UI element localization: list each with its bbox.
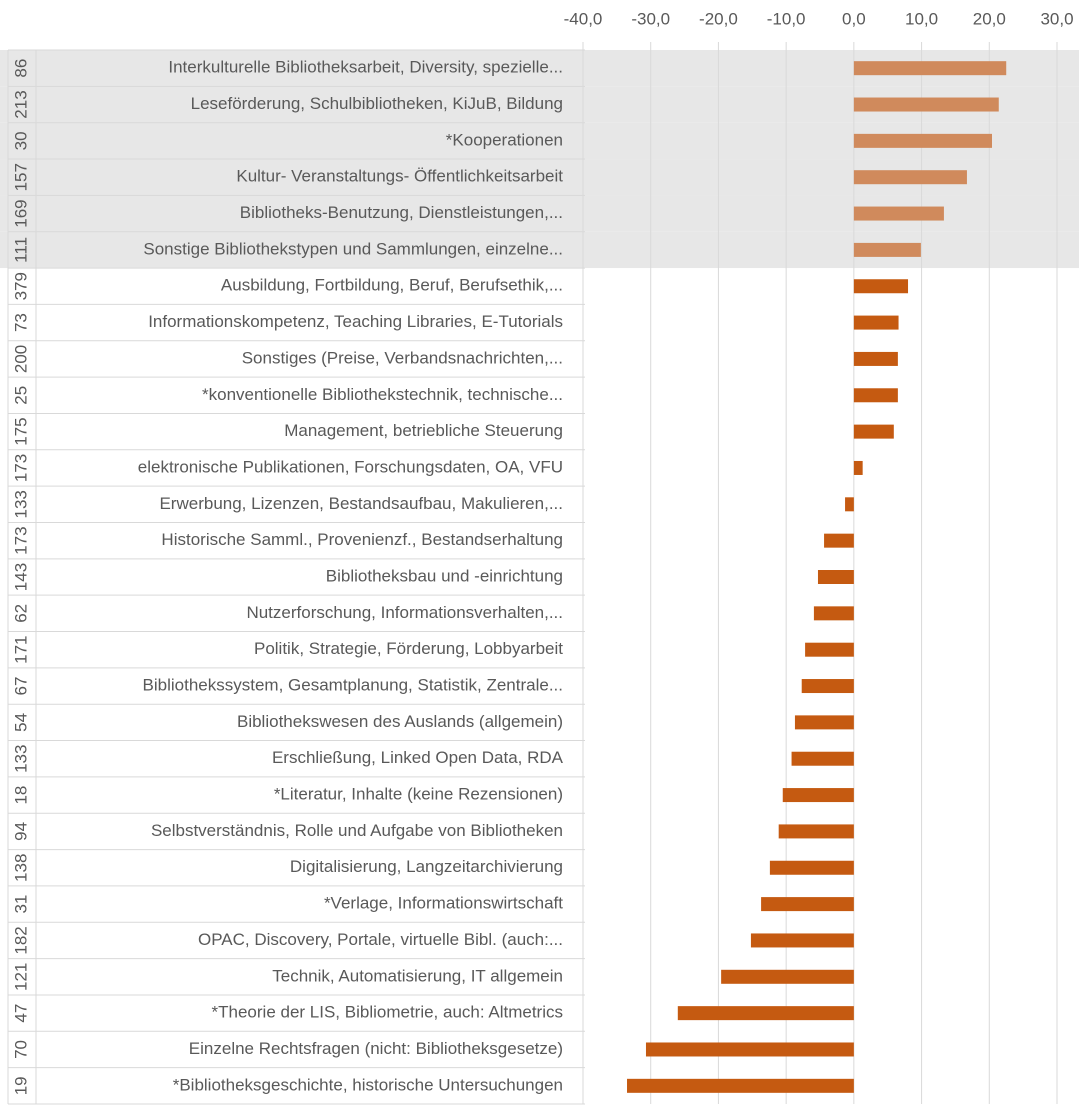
count-label: 86	[11, 59, 30, 78]
count-label: 25	[11, 386, 30, 405]
y-tick-label: Historische Samml., Provenienzf., Bestan…	[161, 530, 563, 549]
count-label: 143	[11, 563, 30, 591]
count-label: 111	[11, 237, 30, 263]
bar	[761, 897, 854, 912]
bar	[853, 351, 898, 366]
bar	[853, 61, 1007, 76]
count-label: 171	[11, 636, 30, 664]
y-tick-label: *konventionelle Bibliothekstechnik, tech…	[202, 385, 563, 404]
bar	[845, 497, 854, 512]
bar	[627, 1078, 854, 1093]
y-tick-label: Leseförderung, Schulbibliotheken, KiJuB,…	[191, 94, 563, 113]
x-tick-label: 0,0	[842, 9, 866, 28]
bar	[645, 1042, 854, 1057]
bar	[805, 642, 854, 657]
count-label: 173	[11, 454, 30, 482]
x-tick-label: -20,0	[699, 9, 738, 28]
count-label: 173	[11, 526, 30, 554]
count-label: 121	[11, 963, 30, 991]
count-label: 19	[11, 1076, 30, 1095]
x-tick-label: -40,0	[564, 9, 603, 28]
x-tick-label: -10,0	[767, 9, 806, 28]
y-tick-label: Nutzerforschung, Informationsverhalten,.…	[246, 603, 563, 622]
count-label: 379	[11, 272, 30, 300]
bar	[721, 969, 854, 984]
y-tick-label: OPAC, Discovery, Portale, virtuelle Bibl…	[198, 930, 563, 949]
y-tick-label: *Kooperationen	[446, 130, 563, 149]
count-label: 62	[11, 604, 30, 623]
count-label: 54	[11, 713, 30, 732]
y-tick-label: Bibliotheksbau und -einrichtung	[326, 566, 563, 585]
y-tick-label: *Bibliotheksgeschichte, historische Unte…	[173, 1075, 563, 1094]
bar	[824, 533, 854, 548]
y-tick-label: *Verlage, Informationswirtschaft	[324, 894, 563, 913]
bar	[853, 97, 999, 112]
x-tick-label: 10,0	[905, 9, 938, 28]
count-label: 47	[11, 1004, 30, 1023]
y-tick-label: Sonstiges (Preise, Verbandsnachrichten,.…	[242, 348, 563, 367]
bar	[853, 315, 899, 330]
y-tick-label: Informationskompetenz, Teaching Librarie…	[148, 312, 563, 331]
y-tick-label: Politik, Strategie, Förderung, Lobbyarbe…	[254, 639, 563, 658]
count-label: 70	[11, 1040, 30, 1059]
y-tick-label: Management, betriebliche Steuerung	[284, 421, 563, 440]
y-tick-label: Digitalisierung, Langzeitarchivierung	[290, 857, 563, 876]
y-tick-label: Bibliothekswesen des Auslands (allgemein…	[237, 712, 563, 731]
x-tick-label: 30,0	[1040, 9, 1073, 28]
bar	[853, 424, 894, 439]
bar	[853, 242, 921, 257]
bar	[677, 1006, 854, 1021]
count-label: 31	[11, 895, 30, 914]
y-tick-label: Einzelne Rechtsfragen (nicht: Bibliothek…	[189, 1039, 563, 1058]
bar	[817, 570, 854, 584]
bar	[853, 460, 863, 475]
count-label: 175	[11, 417, 30, 445]
y-tick-label: elektronische Publikationen, Forschungsd…	[138, 457, 563, 476]
bar	[853, 170, 967, 185]
count-label: 133	[11, 745, 30, 773]
count-label: 133	[11, 490, 30, 518]
y-tick-label: Ausbildung, Fortbildung, Beruf, Berufset…	[221, 276, 563, 295]
y-tick-label: Erschließung, Linked Open Data, RDA	[272, 748, 564, 767]
y-tick-label: Interkulturelle Bibliotheksarbeit, Diver…	[168, 58, 563, 77]
bar	[801, 679, 854, 694]
y-tick-label: Selbstverständnis, Rolle und Aufgabe von…	[151, 821, 563, 840]
bar	[853, 206, 944, 221]
bar	[853, 279, 909, 294]
count-label: 73	[11, 313, 30, 332]
count-label: 213	[11, 90, 30, 118]
y-tick-label: *Theorie der LIS, Bibliometrie, auch: Al…	[212, 1003, 563, 1022]
y-tick-label: Erwerbung, Lizenzen, Bestandsaufbau, Mak…	[159, 494, 563, 513]
x-tick-label: 20,0	[973, 9, 1006, 28]
y-tick-label: Bibliothekssystem, Gesamtplanung, Statis…	[143, 676, 563, 695]
count-label: 138	[11, 854, 30, 882]
count-label: 157	[11, 163, 30, 191]
bar	[782, 788, 854, 803]
bar	[778, 824, 854, 839]
bar	[750, 933, 854, 948]
y-tick-label: Bibliotheks-Benutzung, Dienstleistungen,…	[240, 203, 563, 222]
bar	[794, 715, 854, 730]
bar	[813, 606, 854, 621]
count-label: 169	[11, 199, 30, 227]
y-tick-label: *Literatur, Inhalte (keine Rezensionen)	[274, 785, 563, 804]
count-label: 30	[11, 131, 30, 150]
count-label: 200	[11, 345, 30, 373]
y-tick-label: Kultur- Veranstaltungs- Öffentlichkeitsa…	[236, 167, 563, 186]
count-label: 94	[11, 822, 30, 841]
y-tick-label: Sonstige Bibliothekstypen und Sammlungen…	[143, 239, 563, 258]
bar	[791, 751, 854, 766]
x-tick-label: -30,0	[631, 9, 670, 28]
count-label: 182	[11, 926, 30, 954]
y-tick-label: Technik, Automatisierung, IT allgemein	[272, 966, 563, 985]
bar	[769, 860, 854, 875]
bar	[853, 388, 898, 403]
count-label: 18	[11, 786, 30, 805]
bar	[853, 133, 992, 148]
count-label: 67	[11, 677, 30, 696]
